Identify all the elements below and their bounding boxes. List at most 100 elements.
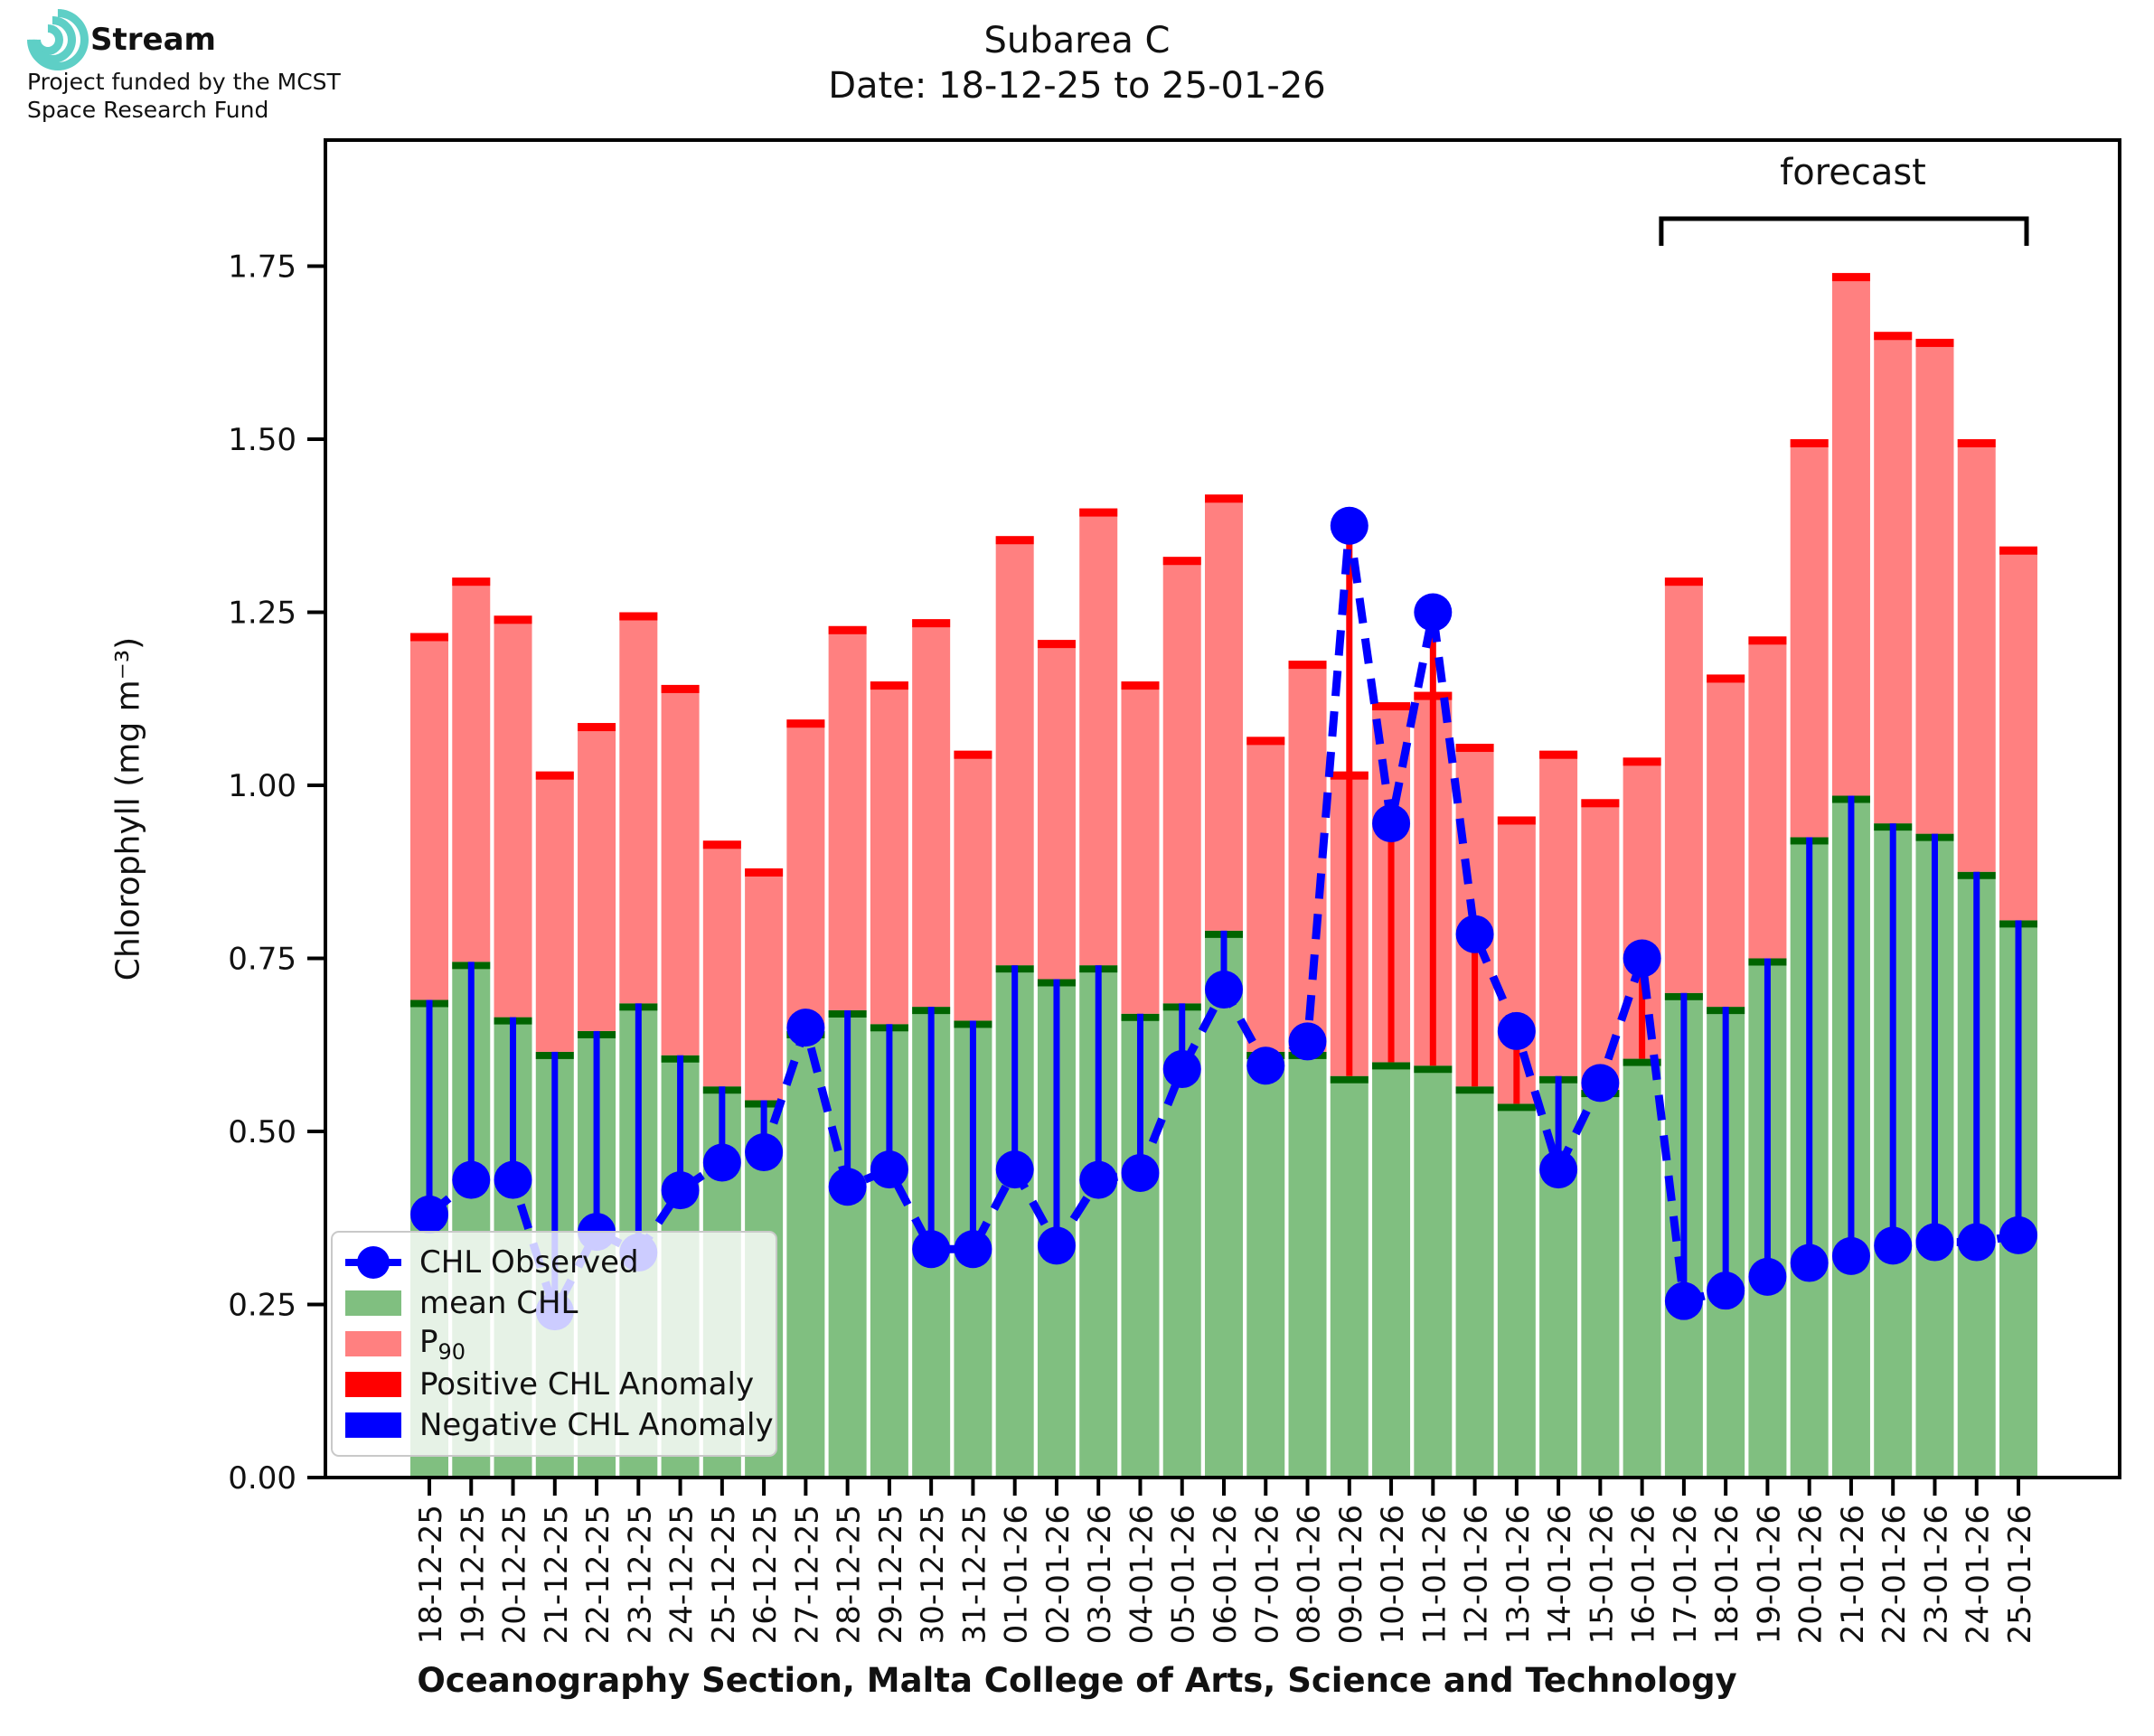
chart-title: Subarea C Date: 18-12-25 to 25-01-26 (0, 18, 2154, 108)
p90-bar-edge (1539, 750, 1578, 759)
negative-chl-anomaly-line (760, 1100, 767, 1152)
p90-bar-edge (1455, 744, 1494, 753)
y-tick-label: 1.75 (228, 249, 296, 286)
chl-observed-point (1664, 1281, 1703, 1320)
negative-chl-anomaly-line (1011, 965, 1019, 1170)
p90-bar-edge (1790, 439, 1829, 447)
p90-bar (1539, 750, 1578, 1076)
y-tick-label: 1.00 (228, 768, 296, 804)
mean-chl-bar (1330, 1075, 1369, 1478)
chl-observed-point (702, 1143, 741, 1182)
p90-bar (702, 840, 741, 1087)
x-tick-label: 06-01-26 (1208, 1505, 1244, 1644)
p90-bar-edge (1205, 494, 1243, 503)
p90-bar-edge (1246, 737, 1285, 746)
p90-bar (494, 615, 532, 1018)
x-axis-label: Oceanography Section, Malta College of A… (417, 1661, 1737, 1700)
p90-bar (1957, 439, 1996, 872)
chl-observed-point (1497, 1011, 1536, 1050)
chl-observed-point (1915, 1223, 1954, 1262)
chl-observed-point (995, 1150, 1034, 1189)
p90-bar-edge (1999, 546, 2037, 555)
negative-chl-anomaly-line (551, 1051, 559, 1312)
p90-bar (828, 625, 867, 1010)
chl-observed-point (786, 1009, 825, 1047)
x-tick-label: 21-01-26 (1835, 1505, 1871, 1644)
mean-chl-bar (1372, 1062, 1411, 1478)
legend-swatch-icon (345, 1330, 401, 1356)
p90-bar (1121, 681, 1160, 1014)
chl-observed-point (828, 1168, 867, 1206)
p90-bar-edge (1664, 577, 1703, 586)
legend-item-chl-observed: CHL Observed (345, 1243, 763, 1282)
negative-chl-anomaly-line (426, 999, 433, 1215)
chl-observed-point (1330, 506, 1369, 545)
p90-bar (1246, 737, 1285, 1052)
x-tick-label: 24-12-25 (664, 1505, 701, 1644)
y-tick-label: 0.25 (228, 1288, 296, 1324)
p90-bar (954, 750, 992, 1021)
legend-label: mean CHL (419, 1284, 578, 1321)
observed-line-marker-icon (345, 1245, 401, 1279)
negative-chl-anomaly-line (1220, 930, 1227, 990)
p90-bar (619, 612, 658, 1004)
forecast-label: forecast (1780, 152, 1926, 193)
mean-chl-bar-edge (1372, 1062, 1411, 1070)
p90-bar (1707, 674, 1745, 1008)
legend-item-positive-chl-anomaly: Positive CHL Anomaly (345, 1365, 763, 1404)
chl-observed-point (1372, 804, 1411, 843)
p90-bar-edge (1372, 702, 1411, 711)
mean-chl-bar-edge (1414, 1065, 1453, 1074)
x-tick-label: 18-12-25 (413, 1505, 449, 1644)
x-tick-label: 15-01-26 (1584, 1505, 1620, 1644)
x-tick-label: 12-01-26 (1459, 1505, 1495, 1644)
x-tick-label: 03-01-26 (1082, 1505, 1118, 1644)
p90-bar (1999, 546, 2037, 921)
x-tick-label: 14-01-26 (1542, 1505, 1578, 1644)
x-tick-label: 27-12-25 (789, 1505, 825, 1644)
x-tick-label: 01-01-26 (999, 1505, 1035, 1644)
x-tick-label: 04-01-26 (1124, 1505, 1160, 1644)
x-tick-label: 22-01-26 (1877, 1505, 1913, 1644)
chl-observed-point (1121, 1153, 1160, 1192)
chl-observed-point (494, 1160, 532, 1199)
chl-observed-point (1957, 1223, 1996, 1262)
positive-chl-anomaly-line (1387, 823, 1395, 1063)
mean-chl-bar (1581, 1090, 1620, 1478)
p90-bar-edge (410, 633, 448, 642)
p90-bar-edge (870, 681, 908, 690)
y-tick-label: 0.50 (228, 1114, 296, 1150)
legend-swatch-icon (345, 1372, 401, 1398)
legend-label: P90 (419, 1323, 466, 1365)
p90-bar (745, 868, 784, 1101)
negative-chl-anomaly-line (1053, 979, 1060, 1246)
p90-bar-edge (1079, 508, 1118, 517)
p90-bar-edge (1748, 636, 1787, 645)
x-tick-label: 26-12-25 (748, 1505, 784, 1644)
chl-observed-point (1162, 1050, 1201, 1089)
mean-chl-bar (1497, 1103, 1536, 1478)
chl-observed-point (1414, 593, 1453, 632)
chl-observed-point (1288, 1022, 1327, 1061)
p90-bar (1748, 636, 1787, 959)
mean-chl-bar (1623, 1058, 1661, 1478)
legend-swatch-icon (345, 1290, 401, 1316)
mean-chl-bar-edge (1455, 1086, 1494, 1094)
negative-chl-anomaly-line (1136, 1013, 1143, 1173)
negative-chl-anomaly-line (1848, 795, 1855, 1256)
x-tick-label: 21-12-25 (539, 1505, 575, 1644)
p90-bar-edge (494, 615, 532, 624)
y-axis-label: Chlorophyll (mg m⁻³) (109, 636, 147, 981)
p90-bar (410, 633, 448, 1000)
p90-bar-edge (1957, 439, 1996, 447)
x-tick-label: 20-12-25 (497, 1505, 533, 1644)
p90-bar-edge (661, 684, 700, 693)
negative-chl-anomaly-line (927, 1007, 935, 1250)
x-tick-label: 10-01-26 (1375, 1505, 1411, 1644)
logo-brand: Stream (90, 22, 216, 58)
p90-bar-edge (828, 625, 867, 634)
negative-chl-anomaly-line (467, 962, 475, 1180)
chl-observed-point (661, 1171, 700, 1210)
